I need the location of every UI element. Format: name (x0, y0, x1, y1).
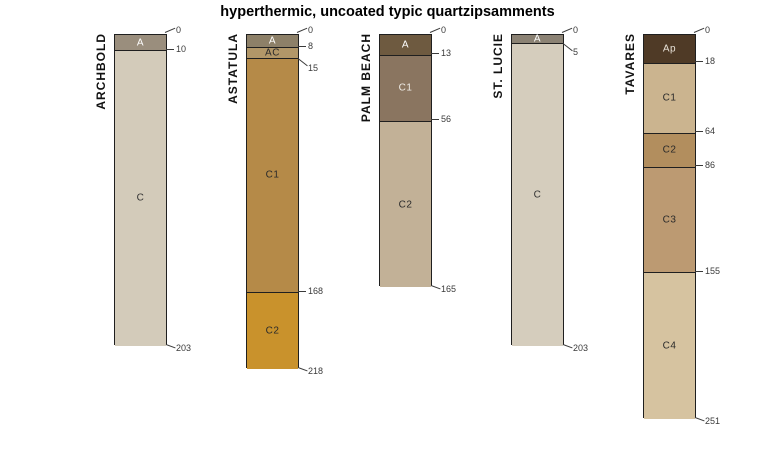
depth-tick-line (165, 343, 176, 348)
horizon-label: C (533, 188, 542, 200)
profile-id-label: ARCHBOLD (94, 33, 108, 110)
depth-label: 10 (176, 43, 187, 54)
profile-id-label: PALM BEACH (359, 33, 373, 123)
depth-tick-line (431, 119, 439, 121)
depth-label: 56 (441, 114, 452, 125)
depth-label: 168 (308, 285, 324, 296)
depth-tick-line (431, 53, 439, 55)
horizon-label: C1 (662, 92, 677, 104)
depth-label: 0 (705, 24, 711, 35)
soil-profile-column: Ap C1 C2 C3 C4 (643, 34, 696, 420)
depth-tick-line (164, 27, 176, 33)
depth-tick-line (694, 417, 705, 422)
depth-label: 13 (441, 48, 452, 59)
horizon-label: C1 (265, 169, 280, 181)
horizon-label: C1 (398, 82, 413, 94)
horizon-label: A (268, 35, 277, 47)
depth-tick-line (296, 27, 308, 33)
depth-tick-line (297, 58, 308, 67)
horizon-C2: C2 (380, 120, 431, 288)
depth-label: 0 (573, 24, 579, 35)
depth-tick-line (562, 343, 573, 348)
depth-tick-line (695, 61, 703, 63)
chart-title: hyperthermic, uncoated typic quartzipsam… (220, 4, 555, 20)
horizon-label: A (401, 39, 410, 51)
depth-tick-line (693, 27, 705, 33)
horizon-label: Ap (662, 43, 677, 55)
profile-id-label: TAVARES (623, 33, 637, 95)
depth-label: 165 (441, 284, 457, 295)
horizon-C3: C3 (644, 166, 695, 273)
depth-tick-line (695, 131, 703, 133)
horizon-label: C2 (662, 144, 677, 156)
profile-id-label: ASTATULA (226, 33, 240, 104)
depth-label: 0 (176, 24, 182, 35)
depth-label: 15 (308, 62, 319, 73)
depth-label: 0 (441, 24, 447, 35)
horizon-label: C3 (662, 214, 677, 226)
depth-label: 18 (705, 56, 716, 67)
horizon-label: A (533, 33, 542, 45)
horizon-C1: C1 (247, 57, 298, 293)
horizon-C2: C2 (644, 132, 695, 167)
depth-label: 203 (176, 342, 192, 353)
soil-profile-column: A C1 C2 (379, 34, 432, 288)
depth-label: 64 (705, 126, 716, 137)
horizon-C4: C4 (644, 272, 695, 420)
profile-id-label: ST. LUCIE (491, 33, 505, 99)
horizon-label: C4 (662, 340, 677, 352)
depth-tick-line (562, 42, 573, 51)
depth-label: 218 (308, 365, 324, 376)
depth-tick-line (695, 165, 703, 167)
depth-label: 5 (573, 46, 579, 57)
horizon-C: C (512, 42, 563, 346)
horizon-C: C (115, 50, 166, 346)
horizon-A: A (512, 33, 563, 45)
depth-label: 251 (705, 416, 721, 427)
horizon-label: C2 (265, 325, 280, 337)
depth-tick-line (430, 285, 441, 290)
horizon-A: A (380, 35, 431, 55)
horizon-AC: AC (247, 47, 298, 58)
depth-label: 0 (308, 24, 314, 35)
horizon-label: C2 (398, 198, 413, 210)
horizon-C1: C1 (644, 62, 695, 133)
horizon-label: AC (265, 47, 280, 59)
depth-tick-line (297, 366, 308, 371)
depth-label: 155 (705, 265, 721, 276)
depth-tick-line (298, 290, 306, 292)
depth-tick-line (298, 45, 306, 47)
depth-tick-line (429, 27, 441, 33)
depth-label: 86 (705, 160, 716, 171)
depth-label: 203 (573, 342, 589, 353)
depth-tick-line (166, 48, 174, 50)
horizon-label: C (136, 192, 145, 204)
horizon-C1: C1 (380, 54, 431, 121)
horizon-A: A (247, 35, 298, 48)
depth-tick-line (561, 27, 573, 33)
soil-profile-column: A AC C1 C2 (246, 34, 299, 369)
horizon-label: A (136, 36, 145, 48)
horizon-Ap: Ap (644, 35, 695, 63)
depth-label: 8 (308, 40, 314, 51)
horizon-C2: C2 (247, 292, 298, 369)
horizon-A: A (115, 35, 166, 51)
depth-tick-line (695, 270, 703, 272)
